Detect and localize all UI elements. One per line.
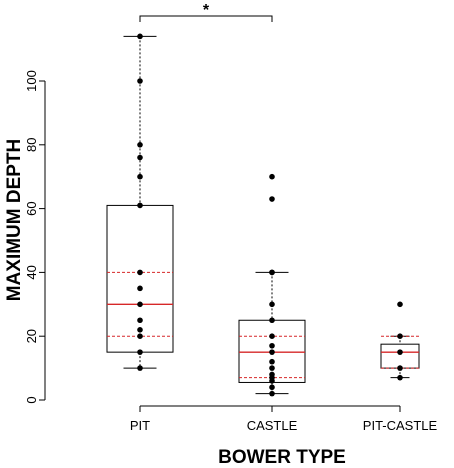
data-point — [137, 173, 143, 180]
x-axis: PIT CASTLE PIT-CASTLE — [130, 405, 438, 433]
bracket-line — [139, 15, 273, 22]
data-point — [269, 173, 275, 180]
box-pit — [106, 33, 174, 371]
data-point — [269, 349, 275, 355]
data-point — [137, 317, 143, 324]
data-point — [137, 154, 143, 161]
y-tick-label-100: 100 — [24, 70, 39, 92]
x-tick-label-pit: PIT — [130, 418, 150, 433]
data-point — [397, 333, 403, 340]
data-point — [137, 365, 143, 371]
data-point — [137, 78, 143, 84]
y-tick-label-60: 60 — [24, 201, 39, 215]
data-point — [269, 301, 275, 308]
y-axis-title: MAXIMUM DEPTH — [4, 139, 25, 302]
significance-star: * — [203, 2, 210, 19]
data-point — [397, 349, 403, 355]
data-point — [137, 301, 143, 308]
y-axis: 0 20 40 60 80 100 — [24, 70, 46, 404]
data-point — [269, 269, 275, 276]
data-point — [269, 317, 275, 324]
y-tick-label-40: 40 — [24, 265, 39, 279]
y-tick-label-20: 20 — [24, 329, 39, 343]
data-point — [137, 327, 143, 333]
x-tick-label-pit-castle: PIT-CASTLE — [363, 418, 438, 433]
data-point — [269, 365, 275, 371]
box-castle — [238, 173, 306, 397]
data-point — [269, 333, 275, 340]
box-iqr — [380, 343, 420, 369]
y-tick-label-0: 0 — [24, 396, 39, 403]
data-point — [137, 285, 143, 292]
x-tick-label-castle: CASTLE — [247, 418, 298, 433]
data-point — [137, 333, 143, 340]
data-point — [269, 358, 275, 365]
data-point — [269, 378, 275, 384]
data-point — [137, 349, 143, 355]
box-pit-castle — [380, 301, 420, 381]
data-point — [137, 142, 143, 148]
data-point — [137, 202, 143, 209]
data-point — [269, 390, 275, 397]
data-point — [269, 384, 275, 391]
boxes — [106, 33, 420, 397]
significance-bracket: * — [139, 2, 273, 22]
y-tick-label-80: 80 — [24, 138, 39, 152]
data-point — [269, 196, 275, 202]
data-point — [397, 301, 403, 308]
data-point — [137, 269, 143, 276]
data-point — [397, 374, 403, 381]
data-point — [137, 33, 143, 40]
data-point — [269, 342, 275, 349]
data-point — [397, 365, 403, 371]
x-axis-title: BOWER TYPE — [218, 447, 346, 468]
